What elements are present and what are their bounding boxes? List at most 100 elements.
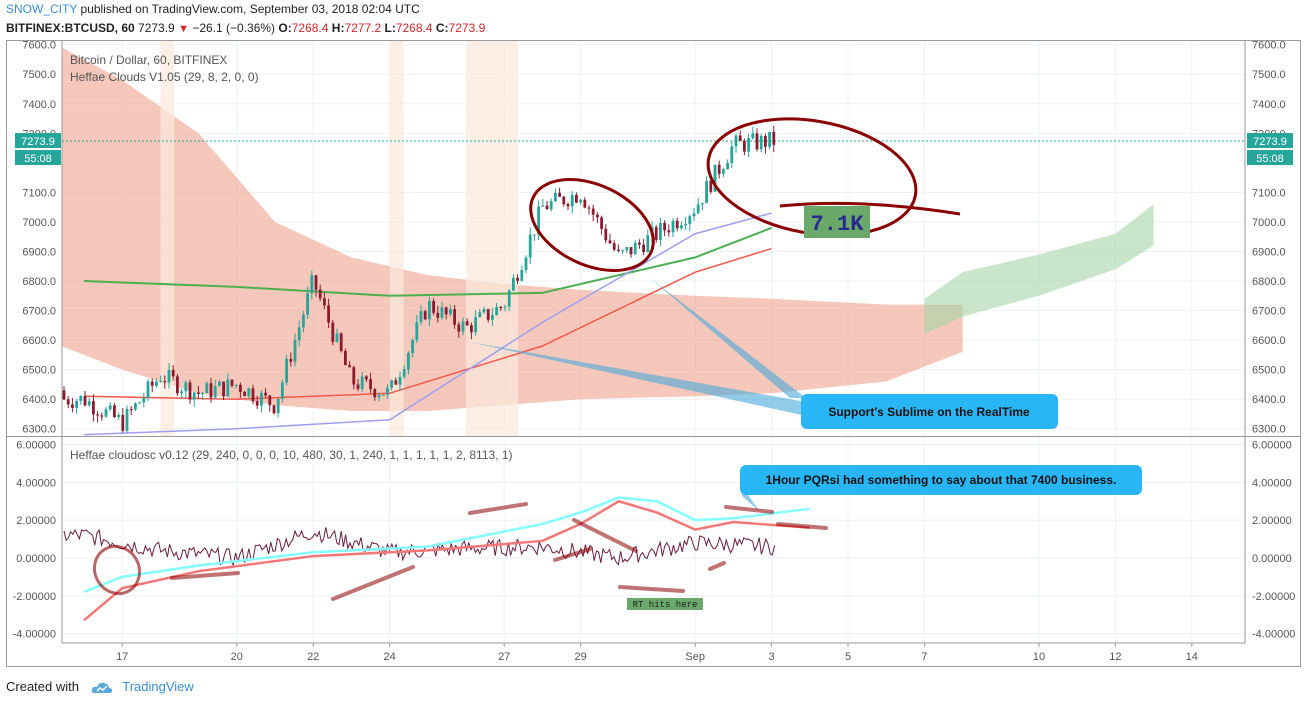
candle-body <box>386 387 389 395</box>
candle-body <box>394 380 398 385</box>
candle-body <box>730 146 734 163</box>
candle-body <box>398 376 402 385</box>
candle-body <box>129 408 133 410</box>
hand-drawn-annotations <box>92 117 961 601</box>
series-line <box>83 226 772 297</box>
symbol-label: BITFINEX:BTCUSD, 60 <box>6 21 135 35</box>
candle-body <box>617 249 620 251</box>
candle-body <box>239 384 242 392</box>
candle-body <box>646 235 650 253</box>
candle-body <box>407 352 410 370</box>
candle-body <box>717 164 721 174</box>
candle-body <box>621 250 624 252</box>
candle-body <box>659 222 662 240</box>
candle-body <box>415 322 419 341</box>
candle-body <box>751 133 755 139</box>
indicator-title: Heffae Clouds V1.05 (29, 8, 2, 0, 0) <box>70 70 259 84</box>
candle-body <box>323 298 326 306</box>
cloud-bands <box>62 41 1154 436</box>
y-tick-label-left: 7500.0 <box>22 69 56 81</box>
x-tick-label: 24 <box>383 651 395 663</box>
stroke-marker <box>708 561 726 571</box>
countdown-text: 55:08 <box>24 153 52 165</box>
candle-body <box>524 257 528 271</box>
candle-body <box>377 395 381 398</box>
candle-body <box>755 133 759 150</box>
candle-body <box>180 391 183 394</box>
candle-body <box>356 384 360 390</box>
chart-labels: 7273.9 55:08 7273.9 55:08 Bitcoin / Dollar, … <box>15 53 1293 610</box>
candle-body <box>96 414 99 416</box>
candle-body <box>667 230 671 233</box>
candle-body <box>688 216 692 225</box>
candle-body <box>268 395 272 406</box>
candle-body <box>428 301 431 320</box>
candle-body <box>461 321 465 332</box>
candle-body <box>402 369 406 377</box>
circle-marker <box>529 178 655 272</box>
symbol-info: BITFINEX:BTCUSD, 60 7273.9 ▼ −26.1 (−0.3… <box>6 21 486 35</box>
stroke-marker <box>170 571 240 580</box>
candle-body <box>470 325 473 333</box>
x-tick-label: Sep <box>685 651 705 663</box>
y-tick-label-left: 6700.0 <box>22 306 56 318</box>
candle-body <box>520 270 524 281</box>
osc-tick-label-right: -4.00000 <box>1252 629 1295 641</box>
candle-body <box>419 311 423 323</box>
callout-text: 1Hour PQRsi had something to say about t… <box>766 473 1117 487</box>
tradingview-link[interactable]: TradingView <box>122 679 194 694</box>
candle-body <box>583 199 587 208</box>
y-tick-label-right: 6400.0 <box>1252 394 1286 406</box>
candle-body <box>310 275 314 294</box>
candle-body <box>671 220 675 233</box>
candle-body <box>743 140 746 152</box>
stroke-marker <box>572 518 638 553</box>
x-tick-label: 17 <box>116 651 128 663</box>
candle-body <box>390 380 393 388</box>
candle-body <box>218 381 221 387</box>
created-with-text: Created with <box>6 679 79 694</box>
candle-body <box>297 327 301 341</box>
candle-body <box>369 379 372 390</box>
candle-body <box>92 401 95 415</box>
candle-body <box>117 414 120 418</box>
candle-body <box>75 401 78 408</box>
candle-body <box>318 289 322 299</box>
candle-body <box>734 135 738 147</box>
callout-pointer <box>470 342 806 416</box>
candle-body <box>575 194 578 203</box>
y-tick-label-left: 6600.0 <box>22 335 56 347</box>
candle-body <box>654 227 658 240</box>
pane-title: Bitcoin / Dollar, 60, BITFINEX <box>70 53 227 67</box>
candle-body <box>352 367 356 385</box>
candle-body <box>465 321 469 326</box>
osc-tick-label-right: 0.00000 <box>1252 553 1292 565</box>
candle-body <box>764 135 767 147</box>
candle-body <box>71 404 74 408</box>
x-tick-label: 14 <box>1186 651 1198 663</box>
y-tick-label-left: 7600.0 <box>22 40 56 52</box>
target-box <box>804 206 870 238</box>
candle-body <box>260 392 263 406</box>
cloud-logo-icon <box>91 682 112 693</box>
y-tick-label-left: 7400.0 <box>22 99 56 111</box>
last-price-tag-text: 7273.9 <box>21 136 55 148</box>
candle-body <box>423 311 427 320</box>
candle-body <box>709 181 713 192</box>
down-arrow-icon: ▼ <box>178 23 189 35</box>
candle-body <box>486 309 490 320</box>
callout-box <box>740 465 1142 495</box>
x-tick-label: 12 <box>1109 651 1121 663</box>
candle-body <box>293 340 297 362</box>
candle-body <box>171 369 175 377</box>
candle-body <box>503 306 507 308</box>
candle-body <box>591 208 595 215</box>
candle-body <box>184 382 188 392</box>
candle-body <box>566 204 570 207</box>
osc-tick-label-left: 4.00000 <box>16 477 56 489</box>
author-name[interactable]: SNOW_CITY <box>6 2 78 16</box>
candle-body <box>680 225 683 229</box>
osc-tick-label-right: 6.00000 <box>1252 440 1292 452</box>
candle-body <box>251 388 255 402</box>
